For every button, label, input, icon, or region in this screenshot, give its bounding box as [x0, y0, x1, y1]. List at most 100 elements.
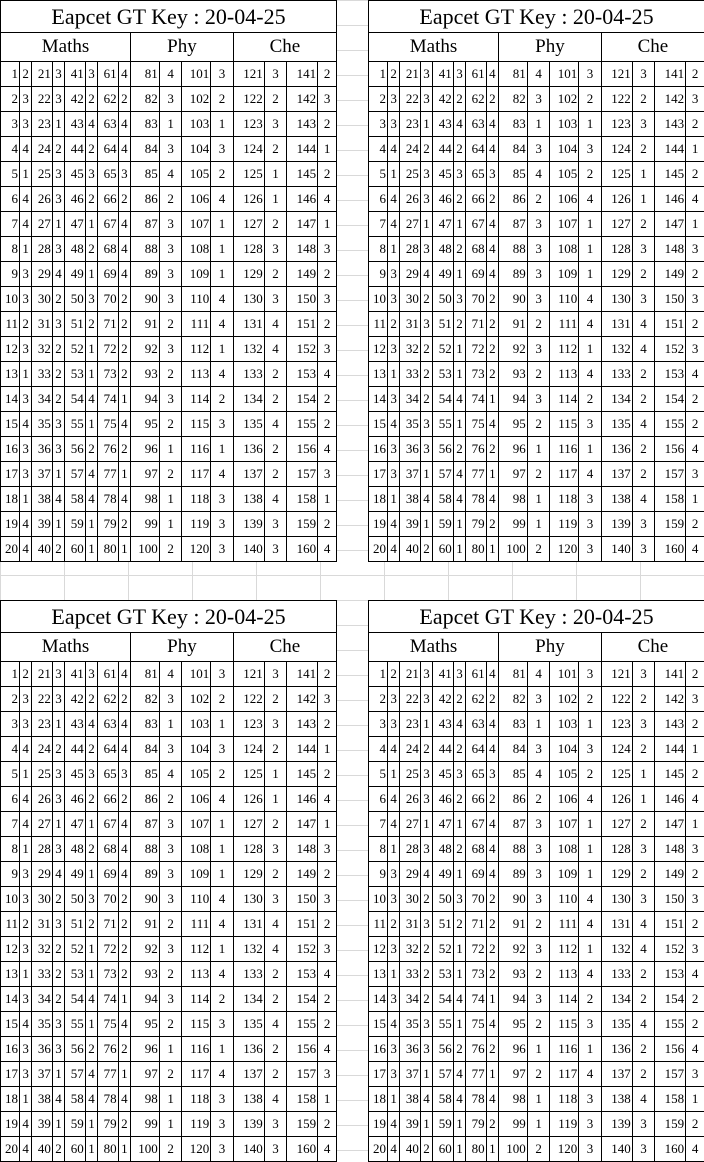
question-number-cell: 35 [31, 411, 53, 437]
answer-cell: 4 [118, 411, 132, 437]
question-number-cell: 127 [601, 211, 633, 237]
answer-cell: 3 [159, 136, 183, 162]
answer-cell: 2 [527, 361, 551, 387]
answer-cell: 3 [578, 1086, 602, 1112]
answer-cell: 4 [578, 886, 602, 912]
answer-cell: 4 [387, 1011, 401, 1037]
question-number-cell: 157 [654, 1061, 687, 1087]
subject-header-phy: Phy [498, 32, 602, 62]
answer-cell: 3 [159, 211, 183, 237]
answer-cell: 3 [159, 386, 183, 412]
answer-cell: 4 [578, 361, 602, 387]
answer-cell: 3 [317, 886, 337, 912]
question-number-cell: 5 [1, 761, 20, 787]
answer-cell: 2 [264, 686, 288, 712]
answer-cell: 3 [420, 411, 434, 437]
question-number-cell: 153 [654, 361, 687, 387]
question-number-cell: 22 [399, 686, 421, 712]
question-number-cell: 82 [130, 86, 160, 112]
answer-cell: 1 [85, 511, 99, 537]
answer-cell: 2 [159, 311, 183, 337]
answer-cell: 3 [578, 486, 602, 512]
question-number-cell: 26 [31, 786, 53, 812]
answer-cell: 3 [387, 986, 401, 1012]
answer-cell: 3 [527, 286, 551, 312]
answer-cell: 1 [578, 436, 602, 462]
question-number-cell: 80 [465, 1136, 487, 1162]
question-number-cell: 126 [233, 786, 265, 812]
question-number-cell: 26 [31, 186, 53, 212]
answer-cell: 3 [387, 686, 401, 712]
question-number-cell: 144 [286, 136, 319, 162]
question-number-cell: 6 [1, 786, 20, 812]
question-number-cell: 152 [286, 936, 319, 962]
question-number-cell: 41 [432, 61, 454, 87]
question-number-cell: 158 [286, 486, 319, 512]
question-number-cell: 101 [181, 61, 212, 87]
question-number-cell: 134 [233, 986, 265, 1012]
answer-cell: 2 [317, 911, 337, 937]
question-number-cell: 134 [601, 386, 633, 412]
table-row: 9 3 29 4 49 1 69 4 89 3 109 1 129 2 149 2 [369, 261, 704, 287]
question-number-cell: 3 [1, 111, 20, 137]
answer-cell: 3 [159, 336, 183, 362]
question-number-cell: 114 [181, 386, 212, 412]
answer-cell: 3 [527, 386, 551, 412]
answer-cell: 3 [264, 711, 288, 737]
answer-cell: 4 [387, 211, 401, 237]
answer-cell: 3 [420, 161, 434, 187]
question-number-cell: 159 [654, 1111, 687, 1137]
question-number-cell: 120 [549, 536, 580, 562]
answer-cell: 2 [52, 986, 66, 1012]
answer-cell: 1 [578, 811, 602, 837]
question-number-cell: 104 [181, 736, 212, 762]
table-row: 11 2 31 3 51 2 71 2 91 2 111 4 131 4 151 2 [1, 311, 337, 337]
answer-cell: 4 [420, 1086, 434, 1112]
answer-cell: 2 [420, 336, 434, 362]
question-number-cell: 132 [233, 936, 265, 962]
answer-cell: 2 [685, 411, 704, 437]
question-number-cell: 39 [31, 511, 53, 537]
question-number-cell: 76 [465, 436, 487, 462]
answer-cell: 4 [118, 486, 132, 512]
question-number-cell: 20 [369, 536, 388, 562]
table-row: 11 2 31 3 51 2 71 2 91 2 111 4 131 4 151 2 [369, 311, 704, 337]
answer-cell: 2 [486, 1111, 500, 1137]
answer-cell: 4 [85, 1086, 99, 1112]
answer-cell: 1 [387, 1086, 401, 1112]
question-number-cell: 59 [432, 511, 454, 537]
answer-cell: 3 [52, 236, 66, 262]
question-number-cell: 42 [64, 86, 86, 112]
question-number-cell: 146 [654, 186, 687, 212]
answer-cell: 1 [210, 861, 234, 887]
question-number-cell: 81 [130, 661, 160, 687]
answer-cell: 1 [453, 336, 467, 362]
table-row: 11 2 31 3 51 2 71 2 91 2 111 4 131 4 151 2 [369, 911, 704, 937]
answer-cell: 4 [632, 336, 656, 362]
answer-cell: 4 [118, 236, 132, 262]
answer-cell: 2 [685, 61, 704, 87]
table-row: 5 1 25 3 45 3 65 3 85 4 105 2 125 1 145 2 [1, 761, 337, 787]
question-number-cell: 2 [1, 686, 20, 712]
table-row: 16 3 36 3 56 2 76 2 96 1 116 1 136 2 156 4 [1, 1036, 337, 1062]
question-number-cell: 77 [97, 461, 119, 487]
question-number-cell: 144 [654, 136, 687, 162]
question-number-cell: 42 [432, 686, 454, 712]
question-number-cell: 17 [1, 461, 20, 487]
answer-cell: 2 [685, 1011, 704, 1037]
question-number-cell: 46 [432, 186, 454, 212]
question-number-cell: 1 [1, 61, 20, 87]
question-number-cell: 101 [549, 661, 580, 687]
answer-cell: 4 [210, 961, 234, 987]
answer-cell: 4 [264, 936, 288, 962]
question-number-cell: 108 [181, 836, 212, 862]
answer-cell: 2 [685, 311, 704, 337]
question-number-cell: 62 [465, 686, 487, 712]
question-number-cell: 125 [233, 161, 265, 187]
table-row: 13 1 33 2 53 1 73 2 93 2 113 4 133 2 153 4 [369, 361, 704, 387]
question-number-cell: 112 [549, 936, 580, 962]
question-number-cell: 72 [97, 336, 119, 362]
answer-cell: 3 [685, 286, 704, 312]
question-number-cell: 160 [654, 1136, 687, 1162]
question-number-cell: 4 [369, 136, 388, 162]
